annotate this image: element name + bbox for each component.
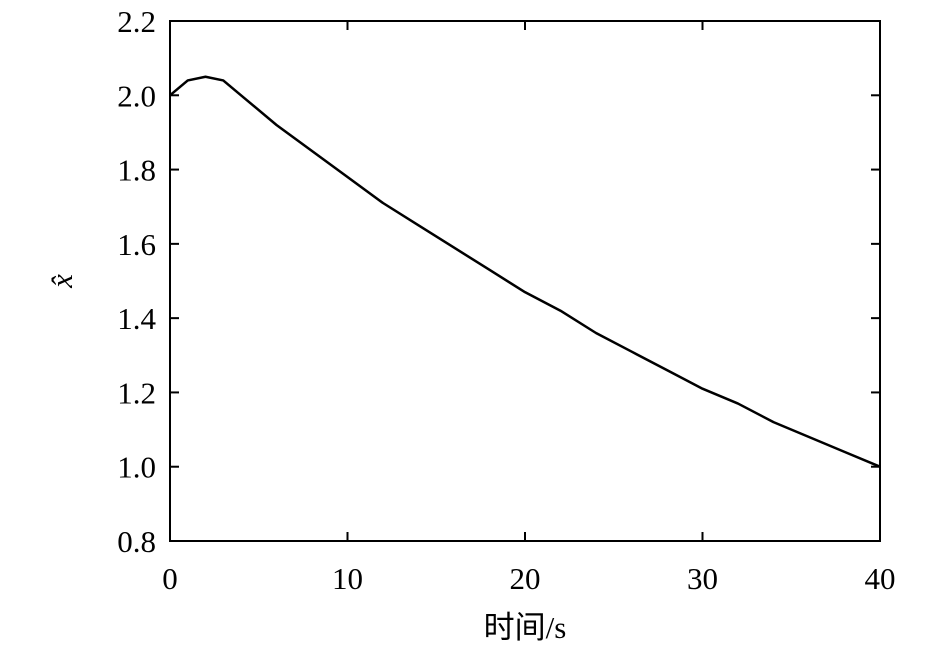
x-tick-label: 20 bbox=[510, 561, 541, 596]
y-tick-label: 1.8 bbox=[117, 153, 156, 188]
x-tick-label: 0 bbox=[162, 561, 178, 596]
line bbox=[169, 75, 881, 468]
y-tick-label: 2.0 bbox=[117, 78, 156, 113]
y-tick-label: 1.0 bbox=[117, 450, 156, 485]
y-axis-label: x̂ bbox=[44, 274, 79, 289]
x-tick-label: 10 bbox=[332, 561, 363, 596]
y-tick-label: 2.2 bbox=[117, 4, 156, 39]
y-tick-label: 1.2 bbox=[117, 375, 156, 410]
y-tick-label: 1.6 bbox=[117, 227, 156, 262]
x-axis-label: 时间/s bbox=[484, 610, 567, 645]
y-tick-label: 1.4 bbox=[117, 301, 156, 336]
x-tick-label: 30 bbox=[687, 561, 718, 596]
plot-frame bbox=[169, 20, 881, 542]
x-tick-label: 40 bbox=[865, 561, 896, 596]
y-tick-label: 0.8 bbox=[117, 524, 156, 559]
